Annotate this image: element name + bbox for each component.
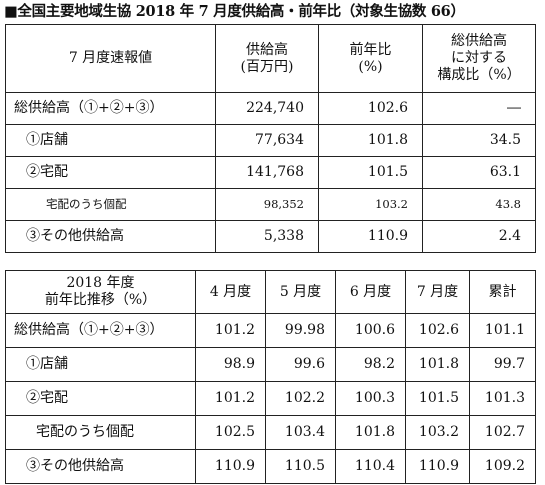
cumulative-cell: 101.1 (469, 313, 536, 348)
july-cell: 110.9 (405, 449, 470, 484)
row-label: ①店舗 (5, 124, 216, 157)
may-cell: 110.5 (265, 449, 336, 484)
supply-cell: 224,740 (215, 92, 319, 125)
header-supply-line2: (百万円) (240, 58, 294, 75)
supply-cell: 77,634 (215, 124, 319, 157)
header-label: 2018 年度 前年比推移（%） (5, 270, 196, 314)
june-cell: 110.4 (335, 449, 406, 484)
row-label: 宅配のうち個配 (5, 415, 196, 450)
july-cell: 102.6 (405, 313, 470, 348)
may-cell: 102.2 (265, 381, 336, 416)
share-cell: 34.5 (422, 124, 536, 157)
header-june: 6 月度 (335, 270, 406, 314)
table-header-row: 2018 年度 前年比推移（%） 4 月度 5 月度 6 月度 7 月度 累計 (5, 270, 536, 314)
june-cell: 98.2 (335, 347, 406, 382)
april-cell: 102.5 (195, 415, 266, 450)
cumulative-cell: 109.2 (469, 449, 536, 484)
share-cell: 43.8 (422, 188, 536, 221)
cumulative-cell: 101.3 (469, 381, 536, 416)
header-yoy-line2: (%) (358, 58, 383, 75)
supply-cell: 98,352 (215, 188, 319, 221)
table-row: ①店舗 77,634 101.8 34.5 (5, 124, 536, 157)
row-label: 総供給高（①+②+③） (5, 313, 196, 348)
june-cell: 101.8 (335, 415, 406, 450)
may-cell: 103.4 (265, 415, 336, 450)
may-cell: 99.98 (265, 313, 336, 348)
july-cell: 103.2 (405, 415, 470, 450)
table-row: ③その他供給高 5,338 110.9 2.4 (5, 220, 536, 253)
header-may: 5 月度 (265, 270, 336, 314)
header-april: 4 月度 (195, 270, 266, 314)
header-supply: 供給高 (百万円) (215, 24, 319, 93)
share-cell: 2.4 (422, 220, 536, 253)
cumulative-cell: 99.7 (469, 347, 536, 382)
share-cell: 63.1 (422, 156, 536, 189)
yoy-cell: 103.2 (318, 188, 423, 221)
header-cumulative: 累計 (469, 270, 536, 314)
header-share-line2: に対する (451, 50, 507, 67)
header-share-line1: 総供給高 (451, 33, 507, 50)
yoy-cell: 101.8 (318, 124, 423, 157)
header-label-line2: 前年比推移（%） (44, 292, 157, 308)
june-cell: 100.6 (335, 313, 406, 348)
yoy-trend-table: 2018 年度 前年比推移（%） 4 月度 5 月度 6 月度 7 月度 累計 … (5, 270, 536, 484)
table-row: 総供給高（①+②+③） 101.2 99.98 100.6 102.6 101.… (5, 313, 536, 348)
header-yoy-line1: 前年比 (349, 41, 392, 58)
table-row: 宅配のうち個配 98,352 103.2 43.8 (5, 188, 536, 221)
header-yoy: 前年比 (%) (318, 24, 423, 93)
july-cell: 101.5 (405, 381, 470, 416)
yoy-cell: 110.9 (318, 220, 423, 253)
row-label: ③その他供給高 (5, 220, 216, 253)
row-label: ②宅配 (5, 156, 216, 189)
row-label: 宅配のうち個配 (5, 188, 216, 221)
header-share-line3: 構成比（%） (437, 66, 521, 83)
july-supply-table: 7 月度速報値 供給高 (百万円) 前年比 (%) 総供給高 に対する 構成比（… (5, 24, 536, 253)
july-cell: 101.8 (405, 347, 470, 382)
share-cell: ― (422, 92, 536, 125)
row-label: ③その他供給高 (5, 449, 196, 484)
yoy-cell: 101.5 (318, 156, 423, 189)
row-label: 総供給高（①+②+③） (5, 92, 216, 125)
june-cell: 100.3 (335, 381, 406, 416)
table-row: ②宅配 101.2 102.2 100.3 101.5 101.3 (5, 381, 536, 416)
may-cell: 99.6 (265, 347, 336, 382)
header-label-line1: 2018 年度 (66, 275, 135, 292)
supply-cell: 141,768 (215, 156, 319, 189)
table-row: 総供給高（①+②+③） 224,740 102.6 ― (5, 92, 536, 125)
cumulative-cell: 102.7 (469, 415, 536, 450)
row-label: ①店舗 (5, 347, 196, 382)
yoy-cell: 102.6 (318, 92, 423, 125)
table-row: ①店舗 98.9 99.6 98.2 101.8 99.7 (5, 347, 536, 382)
table-row: ③その他供給高 110.9 110.5 110.4 110.9 109.2 (5, 449, 536, 484)
row-label: ②宅配 (5, 381, 196, 416)
table-header-row: 7 月度速報値 供給高 (百万円) 前年比 (%) 総供給高 に対する 構成比（… (5, 24, 536, 93)
table-row: 宅配のうち個配 102.5 103.4 101.8 103.2 102.7 (5, 415, 536, 450)
april-cell: 101.2 (195, 381, 266, 416)
supply-cell: 5,338 (215, 220, 319, 253)
april-cell: 98.9 (195, 347, 266, 382)
april-cell: 110.9 (195, 449, 266, 484)
page-title: ■全国主要地域生協 2018 年 7 月度供給高・前年比（対象生協数 66） (4, 3, 465, 20)
header-july: 7 月度 (405, 270, 470, 314)
table-row: ②宅配 141,768 101.5 63.1 (5, 156, 536, 189)
header-supply-line1: 供給高 (246, 41, 288, 58)
header-label: 7 月度速報値 (5, 24, 216, 93)
april-cell: 101.2 (195, 313, 266, 348)
header-share: 総供給高 に対する 構成比（%） (422, 24, 536, 93)
